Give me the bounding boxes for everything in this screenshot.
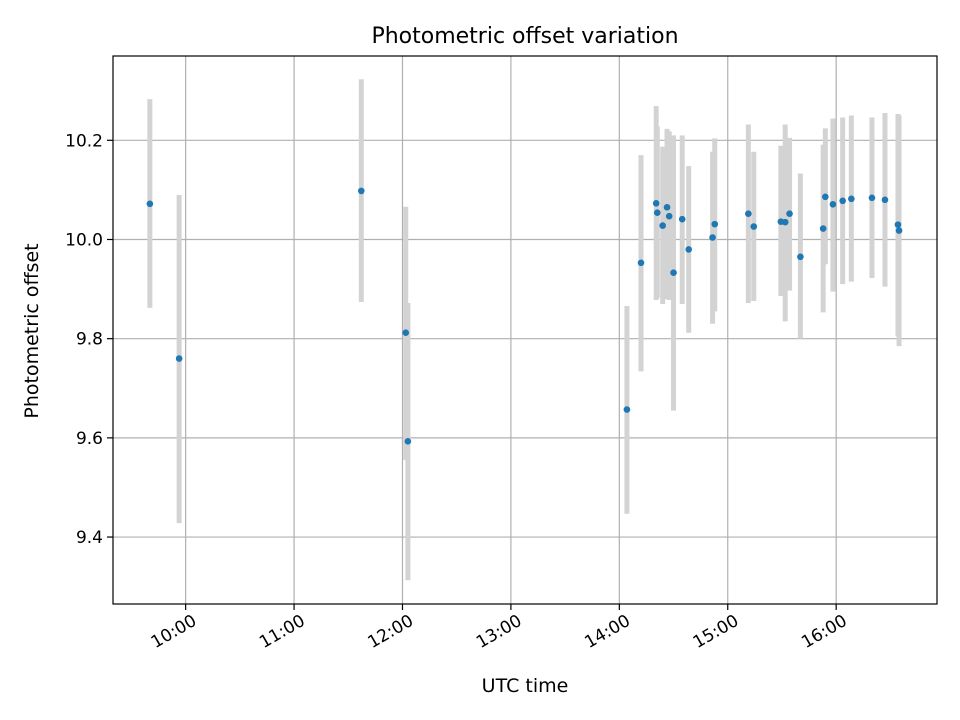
data-point [652,199,660,207]
data-point [659,222,666,229]
data-point [357,187,365,195]
data-point [894,221,902,228]
data-point [868,194,876,202]
chart-title: Photometric offset variation [371,24,678,49]
data-point [786,210,793,218]
data-point [848,195,855,203]
data-point [709,234,716,241]
data-point [678,215,686,223]
data-point [404,438,412,445]
y-tick-label: 10.0 [65,230,103,250]
x-axis-label: UTC time [482,675,569,697]
data-point [750,223,758,230]
data-point [822,193,829,201]
y-axis-label: Photometric offset [21,243,43,418]
data-point [665,212,673,220]
data-point [829,200,837,208]
data-point [685,246,693,253]
data-point [663,203,671,211]
data-point [797,253,804,261]
data-point [637,259,645,267]
data-point [175,355,183,362]
y-tick-label: 9.6 [76,429,103,449]
y-tick-label: 10.2 [65,131,103,151]
plot-frame [112,55,938,605]
data-point [623,406,631,413]
data-point [402,329,410,337]
data-point [146,200,154,208]
data-point [881,196,889,204]
data-point [781,218,789,226]
data-point [745,210,752,218]
data-points [146,187,903,445]
data-point [653,209,661,217]
y-tick-label: 9.4 [76,528,103,548]
data-point [819,225,827,232]
data-point [895,227,903,234]
data-point [839,197,846,205]
y-tick-label: 9.8 [76,330,103,350]
data-point [670,269,677,277]
data-point [711,220,719,228]
